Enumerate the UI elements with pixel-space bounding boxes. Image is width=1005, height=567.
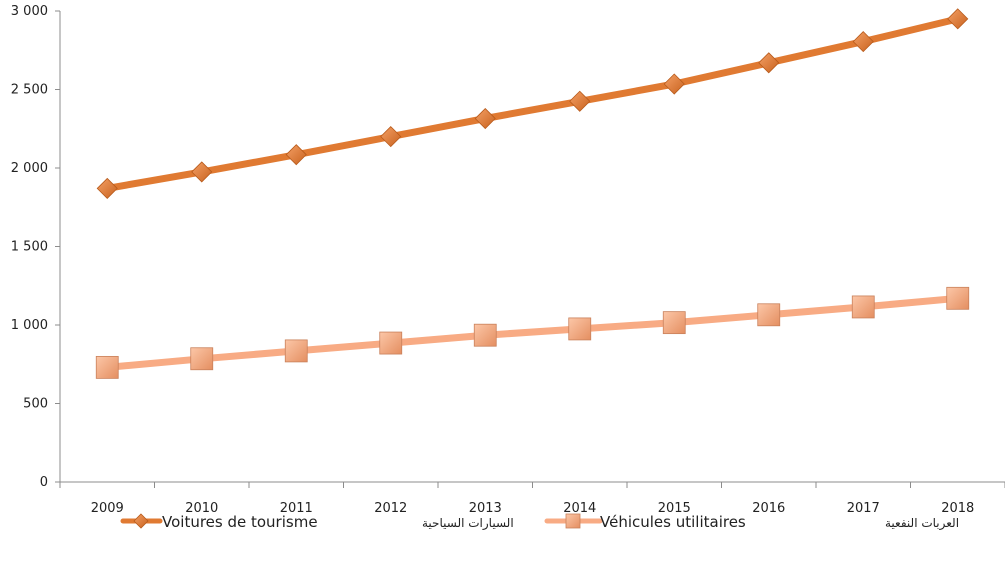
data-point-diamond xyxy=(852,31,874,53)
x-tick-label: 2017 xyxy=(847,501,880,516)
legend-label-voitures: Voitures de tourisme xyxy=(162,513,318,531)
y-tick-label: 0 xyxy=(40,475,48,490)
x-tick-label: 2018 xyxy=(941,501,974,516)
data-point-diamond xyxy=(947,8,969,30)
x-tick-label: 2010 xyxy=(185,501,218,516)
series-line-1 xyxy=(103,294,962,371)
series-lines xyxy=(103,15,962,371)
y-tick-label: 1 000 xyxy=(11,318,48,333)
series-markers xyxy=(95,8,970,379)
data-point-diamond xyxy=(285,144,307,166)
y-tick-label: 2 500 xyxy=(11,83,48,98)
legend-marker-square xyxy=(565,513,581,529)
x-tick-label: 2014 xyxy=(563,501,596,516)
data-point-square xyxy=(946,286,970,310)
data-point-square xyxy=(851,295,875,319)
legend-label-voitures-ar: السيارات السياحية xyxy=(422,516,514,531)
data-point-square xyxy=(757,303,781,327)
series-line-0 xyxy=(103,15,962,192)
data-point-diamond xyxy=(663,73,685,95)
legend-marker-diamond xyxy=(133,513,149,529)
x-tick-label: 2012 xyxy=(374,501,407,516)
data-point-square xyxy=(473,323,497,347)
data-point-square xyxy=(284,339,308,363)
data-point-square xyxy=(190,347,214,371)
x-tick-label: 2016 xyxy=(752,501,785,516)
y-tick-label: 500 xyxy=(23,397,48,412)
data-point-diamond xyxy=(191,161,213,183)
y-tick-label: 1 500 xyxy=(11,240,48,255)
y-tick-label: 3 000 xyxy=(11,4,48,19)
x-tick-label: 2015 xyxy=(658,501,691,516)
x-tick-label: 2009 xyxy=(91,501,124,516)
x-tick-label: 2013 xyxy=(469,501,502,516)
data-point-square xyxy=(379,331,403,355)
x-tick-label: 2011 xyxy=(280,501,313,516)
data-point-diamond xyxy=(569,90,591,112)
data-point-square xyxy=(95,355,119,379)
data-point-diamond xyxy=(758,52,780,74)
data-point-square xyxy=(662,311,686,335)
data-point-diamond xyxy=(380,126,402,148)
y-tick-label: 2 000 xyxy=(11,161,48,176)
legend: Voitures de tourisme السيارات السياحية V… xyxy=(120,513,959,531)
data-point-diamond xyxy=(474,107,496,130)
legend-label-vehicules: Véhicules utilitaires xyxy=(600,513,746,531)
data-point-diamond xyxy=(96,177,118,199)
legend-label-vehicules-ar: العربات النفعية xyxy=(885,516,959,531)
axes: 0 500 1 000 1 500 2 000 2 500 3 000 2009 2010 201… xyxy=(11,4,1005,516)
data-point-square xyxy=(568,317,592,341)
